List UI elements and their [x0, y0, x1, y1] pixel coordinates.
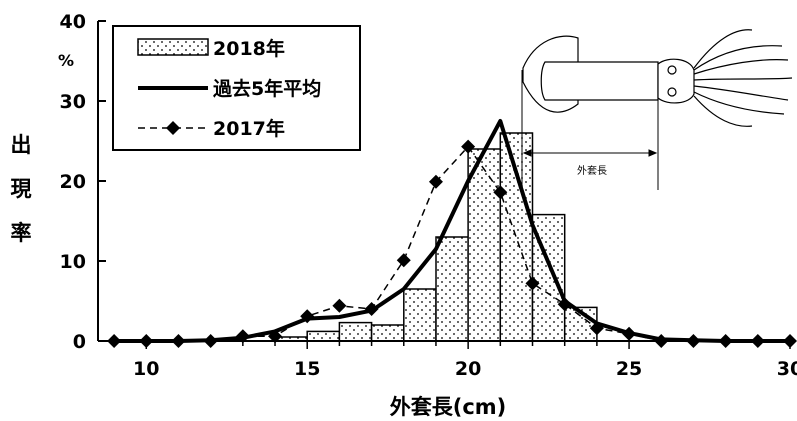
legend-label-2017: 2017年 [213, 117, 285, 140]
y-tick-label: 20 [60, 171, 86, 193]
bar-2018 [499, 132, 534, 342]
bar-2018 [338, 321, 373, 342]
axes-layer: 0 10 20 30 40 10 15 20 25 30 [60, 11, 797, 380]
y-axis-title-char: 率 [11, 221, 32, 245]
mantle-length-indicator [521, 70, 659, 190]
squid-icon [522, 29, 793, 127]
marker-2017 [428, 174, 443, 189]
marker-2017 [300, 309, 315, 324]
marker-2017 [589, 321, 604, 336]
legend-swatch-2017-marker [166, 121, 180, 135]
bar-2018 [306, 330, 341, 342]
bar-2018 [467, 148, 502, 342]
y-axis-title-char: 出 [11, 133, 32, 157]
marker-2017 [235, 329, 250, 344]
x-tick-label: 10 [133, 358, 159, 380]
y-axis-title-char: 現 [11, 177, 32, 201]
y-tick-label: 10 [60, 251, 86, 273]
marker-2017 [364, 302, 379, 316]
legend-label-avg: 過去5年平均 [213, 77, 321, 100]
x-tick-label: 20 [455, 358, 481, 380]
x-tick-label: 30 [777, 358, 797, 380]
bars-layer [274, 132, 598, 342]
y-tick-label: 40 [60, 11, 86, 33]
legend-swatch-2018 [137, 38, 209, 56]
bar-2018 [435, 236, 469, 342]
legend: 2018年 過去5年平均 2017年 [112, 25, 361, 151]
x-tick-label: 15 [294, 358, 320, 380]
marker-2017 [525, 276, 540, 291]
y-axis-unit: % [58, 51, 74, 70]
bar-2018 [403, 288, 437, 342]
legend-label-2018: 2018年 [213, 37, 285, 60]
x-tick-label: 25 [616, 358, 642, 380]
y-tick-label: 30 [60, 91, 86, 113]
mantle-length-label: 外套長 [577, 164, 607, 177]
y-axis-title: 出現率 [11, 133, 32, 245]
marker-2017 [396, 253, 411, 268]
marker-2017 [332, 298, 347, 313]
marker-2017 [461, 139, 476, 154]
bar-2018 [370, 324, 405, 342]
x-axis-title: 外套長(cm) [390, 395, 507, 419]
marker-2017 [493, 185, 508, 200]
y-tick-label: 0 [73, 331, 86, 353]
marker-2017 [622, 326, 637, 341]
marker-2017 [268, 329, 283, 344]
marker-2017 [557, 297, 572, 312]
